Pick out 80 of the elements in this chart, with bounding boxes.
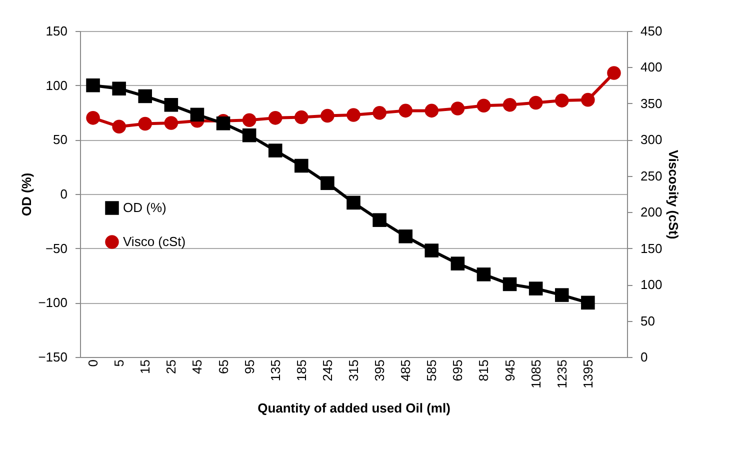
- point: [346, 108, 360, 122]
- point: [268, 144, 282, 158]
- point: [372, 106, 386, 120]
- point: [242, 113, 256, 127]
- point: [607, 66, 621, 80]
- point: [216, 116, 230, 130]
- y2-tick-label: 300: [640, 132, 662, 148]
- point: [450, 256, 465, 270]
- x-tick-label: 1235: [554, 360, 570, 388]
- point: [294, 110, 308, 124]
- point: [86, 111, 100, 125]
- point: [190, 108, 204, 122]
- point: [268, 111, 282, 125]
- point: [398, 104, 412, 118]
- point: [581, 296, 595, 310]
- y2-tick-label: 250: [640, 168, 662, 184]
- y-tick-label: −150: [38, 350, 68, 364]
- point: [476, 268, 491, 282]
- point: [138, 89, 152, 104]
- y2-tick-label: 200: [640, 204, 662, 220]
- x-tick-label: 395: [372, 360, 388, 382]
- y-tick-label: −50: [45, 240, 68, 256]
- point: [138, 116, 152, 131]
- x-tick-label: 695: [450, 360, 466, 382]
- x-tick-label: 25: [164, 360, 179, 374]
- point: [346, 196, 360, 210]
- point: [112, 120, 126, 134]
- y2-tick-label: 450: [640, 24, 662, 38]
- y2-tick-label: 100: [640, 277, 662, 292]
- point: [424, 244, 439, 258]
- y-tick-label: 0: [60, 186, 68, 202]
- point: [476, 98, 491, 112]
- y2-axis-title: Viscosity (cSt): [666, 150, 682, 240]
- point: [164, 116, 178, 130]
- x-axis-title: Quantity of added used Oil (ml): [258, 400, 450, 416]
- x-tick-label: 1395: [580, 360, 596, 388]
- point: [112, 82, 126, 96]
- point: [554, 288, 569, 302]
- x-tick-label: 5: [112, 360, 127, 367]
- x-tick-label: 245: [320, 360, 335, 382]
- point: [502, 277, 517, 292]
- point: [581, 92, 595, 107]
- point: [164, 98, 178, 112]
- point: [242, 128, 256, 142]
- point: [86, 78, 100, 92]
- x-tick-label: 65: [216, 360, 231, 374]
- y2-tick-label: 400: [640, 60, 662, 75]
- point: [424, 104, 439, 118]
- point: [502, 98, 517, 112]
- y2-tick-label: 350: [640, 96, 662, 111]
- point: [398, 229, 412, 244]
- y-tick-label: 100: [46, 78, 68, 93]
- y-axis-title: OD (%): [19, 172, 34, 216]
- legend-label: Visco (cSt): [123, 234, 186, 249]
- point: [528, 282, 543, 296]
- x-tick-label: 95: [242, 360, 257, 374]
- legend-label: OD (%): [123, 200, 166, 215]
- x-tick-label: 1085: [528, 360, 544, 388]
- x-tick-label: 945: [502, 360, 518, 382]
- point: [372, 213, 386, 227]
- y2-tick-label: 50: [640, 313, 655, 328]
- x-tick-label: 15: [138, 360, 153, 374]
- x-tick-label: 0: [86, 360, 101, 367]
- point: [320, 108, 334, 123]
- x-tick-label: 585: [424, 360, 440, 382]
- point: [294, 158, 308, 173]
- x-tick-label: 485: [398, 360, 414, 382]
- x-tick-label: 185: [294, 360, 309, 382]
- x-tick-label: 45: [190, 360, 205, 374]
- x-tick-label: 315: [346, 360, 361, 382]
- y2-tick-label: 150: [640, 240, 662, 256]
- point: [450, 102, 465, 116]
- y-tick-label: 150: [46, 24, 68, 38]
- x-tick-label: 135: [268, 360, 283, 382]
- point: [320, 176, 334, 190]
- y-tick-label: 50: [53, 132, 68, 148]
- x-tick-label: 815: [476, 360, 492, 382]
- y-tick-label: −100: [38, 295, 68, 310]
- point: [554, 94, 569, 108]
- point: [528, 96, 543, 110]
